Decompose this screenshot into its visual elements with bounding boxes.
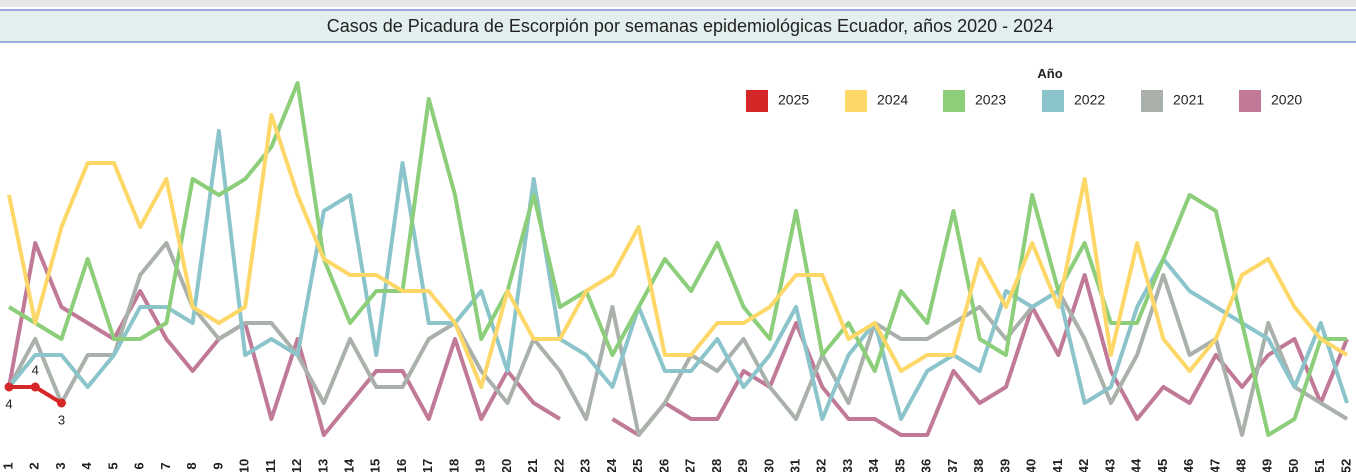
- title-band: [0, 10, 1356, 42]
- series-line: [7, 241, 561, 437]
- x-tick-label: 18: [446, 459, 461, 472]
- legend-swatch: [746, 90, 768, 112]
- x-tick-label: 14: [341, 458, 356, 472]
- x-tick-label: 8: [184, 462, 199, 469]
- legend-swatch: [943, 90, 965, 112]
- x-tick-label: 4: [79, 462, 94, 470]
- x-tick-label: 9: [210, 462, 225, 469]
- x-tick-label: 24: [604, 458, 619, 472]
- series-line: [7, 81, 1347, 437]
- legend-label: 2024: [877, 92, 908, 108]
- series-line: [7, 113, 1349, 389]
- x-tick-label: 50: [1286, 459, 1301, 472]
- legend-title: Año: [1037, 66, 1062, 81]
- x-tick-label: 42: [1076, 459, 1091, 472]
- x-tick-label: 41: [1050, 459, 1065, 472]
- legend-swatch: [1239, 90, 1261, 112]
- x-tick-label: 2: [27, 462, 42, 469]
- x-tick-label: 17: [420, 459, 435, 472]
- x-tick-label: 11: [263, 459, 278, 472]
- x-tick-label: 30: [761, 459, 776, 472]
- x-tick-label: 10: [237, 459, 252, 472]
- legend-label: 2021: [1173, 92, 1204, 108]
- x-tick-label: 21: [525, 459, 540, 472]
- legend-label: 2022: [1074, 92, 1105, 108]
- legend-label: 2023: [975, 92, 1006, 108]
- x-tick-label: 28: [709, 459, 724, 472]
- x-tick-label: 40: [1024, 459, 1039, 472]
- data-label: 4: [5, 396, 12, 411]
- x-tick-label: 16: [394, 459, 409, 472]
- legend-swatch: [845, 90, 867, 112]
- x-tick-label: 51: [1312, 459, 1327, 472]
- data-label: 4: [32, 362, 39, 377]
- x-tick-label: 46: [1181, 459, 1196, 472]
- x-tick-label: 49: [1260, 459, 1275, 472]
- legend-label: 2025: [778, 92, 809, 108]
- x-tick-label: 12: [289, 459, 304, 472]
- x-tick-label: 23: [578, 459, 593, 472]
- x-tick-label: 36: [919, 459, 934, 472]
- x-tick-label: 34: [866, 458, 881, 472]
- legend-swatch: [1042, 90, 1064, 112]
- point: [56, 398, 66, 408]
- data-label: 3: [58, 412, 65, 427]
- x-tick-label: 29: [735, 459, 750, 472]
- x-tick-label: 3: [53, 462, 68, 469]
- x-tick-label: 1: [0, 462, 15, 469]
- point: [30, 382, 40, 392]
- series-line: [7, 241, 1349, 437]
- x-tick-label: 32: [814, 459, 829, 472]
- x-tick-label: 31: [787, 459, 802, 472]
- x-tick-label: 25: [630, 459, 645, 472]
- x-tick-label: 45: [1155, 459, 1170, 472]
- x-tick-label: 35: [892, 459, 907, 472]
- chart-title: Casos de Picadura de Escorpión por seman…: [327, 16, 1053, 36]
- legend-swatch: [1141, 90, 1163, 112]
- x-tick-label: 48: [1233, 459, 1248, 472]
- legend-label: 2020: [1271, 92, 1302, 108]
- x-tick-label: 52: [1338, 459, 1353, 472]
- x-tick-label: 22: [551, 459, 566, 472]
- x-tick-label: 33: [840, 459, 855, 472]
- x-tick-label: 6: [132, 462, 147, 469]
- top-strip: [0, 0, 1356, 7]
- x-tick-label: 19: [473, 459, 488, 472]
- x-tick-label: 7: [158, 462, 173, 469]
- x-tick-label: 26: [656, 459, 671, 472]
- series-line: [7, 129, 1349, 421]
- point: [4, 382, 14, 392]
- x-tick-label: 44: [1129, 458, 1144, 472]
- x-tick-label: 37: [945, 459, 960, 472]
- x-tick-label: 39: [997, 459, 1012, 472]
- x-tick-label: 5: [105, 462, 120, 469]
- x-tick-label: 43: [1102, 459, 1117, 472]
- x-tick-label: 27: [683, 459, 698, 472]
- x-tick-label: 13: [315, 459, 330, 472]
- x-tick-label: 15: [368, 459, 383, 472]
- x-tick-label: 47: [1207, 459, 1222, 472]
- x-tick-label: 38: [971, 459, 986, 472]
- x-tick-label: 20: [499, 459, 514, 472]
